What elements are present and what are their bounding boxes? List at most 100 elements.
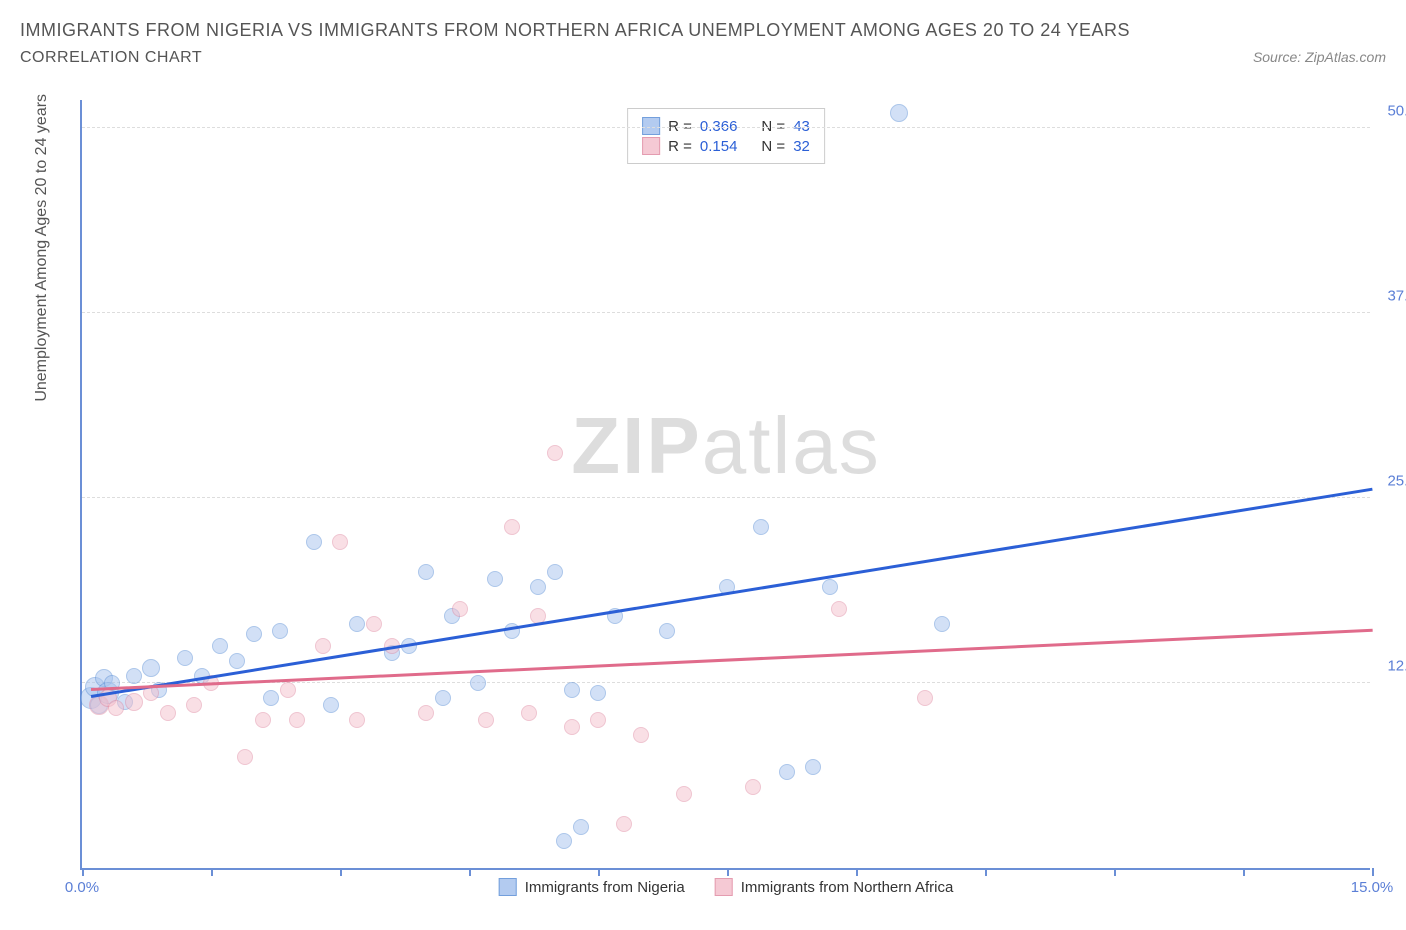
- legend-r-label: R =: [668, 138, 692, 155]
- scatter-point: [366, 616, 382, 632]
- series-legend: Immigrants from Nigeria Immigrants from …: [499, 878, 954, 896]
- scatter-point: [547, 445, 563, 461]
- scatter-point: [547, 564, 563, 580]
- scatter-point: [831, 601, 847, 617]
- scatter-point: [142, 659, 160, 677]
- scatter-point: [332, 534, 348, 550]
- x-tick: [211, 868, 213, 876]
- scatter-point: [160, 705, 176, 721]
- source-name: ZipAtlas.com: [1305, 49, 1386, 65]
- swatch-icon: [499, 878, 517, 896]
- legend-item-1: Immigrants from Nigeria: [499, 878, 685, 896]
- scatter-point: [246, 626, 262, 642]
- scatter-point: [573, 819, 589, 835]
- x-tick: [1372, 868, 1374, 876]
- scatter-point: [212, 638, 228, 654]
- scatter-point: [349, 616, 365, 632]
- legend-n-label: N =: [761, 138, 785, 155]
- x-tick-label: 15.0%: [1351, 879, 1394, 896]
- x-tick: [1114, 868, 1116, 876]
- x-tick: [985, 868, 987, 876]
- gridline: [82, 127, 1370, 128]
- x-tick-label: 0.0%: [65, 879, 99, 896]
- scatter-point: [530, 579, 546, 595]
- scatter-point: [186, 697, 202, 713]
- scatter-point: [590, 685, 606, 701]
- chart-area: Unemployment Among Ages 20 to 24 years Z…: [60, 100, 1380, 870]
- scatter-point: [590, 712, 606, 728]
- y-tick-label: 25.0%: [1387, 472, 1406, 489]
- scatter-point: [805, 759, 821, 775]
- scatter-point: [272, 623, 288, 639]
- scatter-point: [934, 616, 950, 632]
- scatter-point: [255, 712, 271, 728]
- scatter-point: [452, 601, 468, 617]
- chart-title: IMMIGRANTS FROM NIGERIA VS IMMIGRANTS FR…: [20, 20, 1386, 41]
- correlation-legend: R = 0.366 N = 43 R = 0.154 N = 32: [627, 108, 825, 164]
- scatter-point: [349, 712, 365, 728]
- legend-r-value-2: 0.154: [700, 138, 738, 155]
- x-tick: [82, 868, 84, 876]
- x-tick: [598, 868, 600, 876]
- scatter-point: [504, 519, 520, 535]
- scatter-point: [564, 719, 580, 735]
- watermark-light: atlas: [702, 401, 881, 490]
- scatter-point: [478, 712, 494, 728]
- legend-n-value-2: 32: [793, 138, 810, 155]
- legend-item-2: Immigrants from Northern Africa: [715, 878, 954, 896]
- scatter-point: [177, 650, 193, 666]
- gridline: [82, 497, 1370, 498]
- swatch-series-2: [642, 137, 660, 155]
- gridline: [82, 682, 1370, 683]
- x-tick: [727, 868, 729, 876]
- scatter-point: [487, 571, 503, 587]
- scatter-point: [237, 749, 253, 765]
- subtitle-row: CORRELATION CHART Source: ZipAtlas.com: [20, 49, 1386, 67]
- scatter-point: [125, 693, 143, 711]
- scatter-point: [822, 579, 838, 595]
- scatter-point: [890, 104, 908, 122]
- scatter-point: [323, 697, 339, 713]
- chart-header: IMMIGRANTS FROM NIGERIA VS IMMIGRANTS FR…: [0, 0, 1406, 67]
- scatter-point: [280, 682, 296, 698]
- x-tick: [340, 868, 342, 876]
- scatter-point: [659, 623, 675, 639]
- y-tick-label: 37.5%: [1387, 287, 1406, 304]
- scatter-point: [418, 705, 434, 721]
- scatter-point: [435, 690, 451, 706]
- scatter-point: [229, 653, 245, 669]
- scatter-point: [779, 764, 795, 780]
- watermark: ZIPatlas: [571, 400, 880, 492]
- watermark-bold: ZIP: [571, 401, 701, 490]
- scatter-point: [676, 786, 692, 802]
- scatter-point: [289, 712, 305, 728]
- scatter-point: [126, 668, 142, 684]
- scatter-point: [616, 816, 632, 832]
- scatter-point: [306, 534, 322, 550]
- scatter-plot: ZIPatlas R = 0.366 N = 43 R = 0.154 N = …: [80, 100, 1370, 870]
- source-prefix: Source:: [1253, 49, 1305, 65]
- scatter-point: [556, 833, 572, 849]
- scatter-point: [521, 705, 537, 721]
- scatter-point: [633, 727, 649, 743]
- scatter-point: [108, 700, 124, 716]
- scatter-point: [263, 690, 279, 706]
- trendline: [90, 488, 1372, 698]
- x-tick: [856, 868, 858, 876]
- scatter-point: [315, 638, 331, 654]
- y-tick-label: 12.5%: [1387, 657, 1406, 674]
- series-1-name: Immigrants from Nigeria: [525, 879, 685, 896]
- chart-subtitle: CORRELATION CHART: [20, 49, 202, 67]
- swatch-icon: [715, 878, 733, 896]
- scatter-point: [917, 690, 933, 706]
- x-tick: [1243, 868, 1245, 876]
- scatter-point: [470, 675, 486, 691]
- source-attribution: Source: ZipAtlas.com: [1253, 49, 1386, 65]
- scatter-point: [418, 564, 434, 580]
- scatter-point: [753, 519, 769, 535]
- x-tick: [469, 868, 471, 876]
- scatter-point: [564, 682, 580, 698]
- y-axis-label: Unemployment Among Ages 20 to 24 years: [33, 94, 51, 402]
- y-tick-label: 50.0%: [1387, 102, 1406, 119]
- gridline: [82, 312, 1370, 313]
